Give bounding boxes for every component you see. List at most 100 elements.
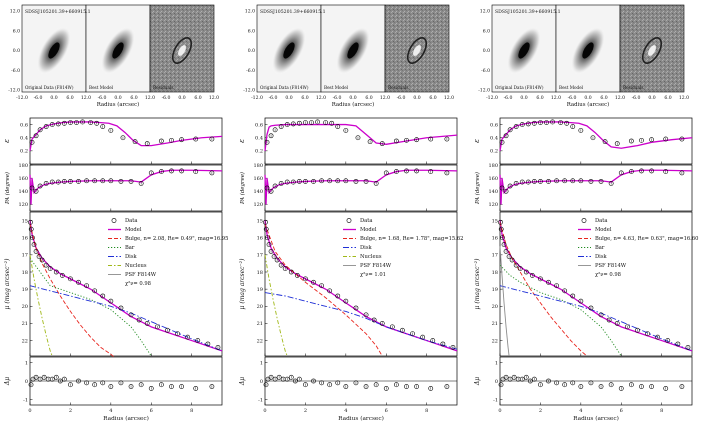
dmu-data-point — [41, 374, 47, 380]
e-data-point — [393, 138, 399, 144]
pa-data-point — [588, 179, 594, 184]
dmu-axis-label: Δμ — [4, 377, 11, 386]
image-x-tick: -6.0 — [397, 95, 406, 101]
mu-data-point — [353, 305, 359, 311]
mu-tick-label: 21 — [492, 321, 498, 327]
galaxy-id-label: SDSSJ105201.39+660915.1 — [495, 9, 561, 15]
e-data-point — [558, 120, 564, 125]
image-x-tick: 12.0 — [380, 95, 390, 101]
image-y-tick: -6.0 — [481, 68, 490, 74]
x-tick-label: 2 — [539, 408, 542, 414]
e-data-point — [323, 120, 329, 125]
dmu-data-point — [404, 384, 409, 389]
dmu-data-point — [428, 385, 434, 391]
mu-data-point — [84, 283, 89, 289]
dmu-axis-label: Δμ — [474, 377, 481, 386]
pa-data-point — [327, 178, 333, 184]
mu-data-point — [274, 257, 280, 263]
dmu-data-point — [284, 376, 290, 382]
pa-data-point — [290, 179, 296, 185]
mu-data-point — [578, 298, 584, 304]
e-axis-label: ε — [3, 139, 11, 143]
dmu-data-point — [588, 380, 594, 386]
e-data-point — [272, 127, 278, 133]
image-label: Residuals — [623, 85, 643, 90]
mu-data-point — [43, 262, 49, 268]
image-x-tick: 0.0 — [584, 95, 591, 101]
pa-data-point — [335, 178, 341, 184]
mu-data-point — [343, 298, 349, 304]
dmu-data-point — [578, 384, 584, 389]
pa-data-point — [598, 179, 604, 184]
image-x-tick: 6.0 — [365, 95, 372, 101]
residual-structure — [406, 37, 428, 64]
dmu-data-point — [383, 385, 389, 391]
image-x-tick: -6.0 — [632, 95, 641, 101]
x-tick-label: 8 — [190, 408, 193, 414]
mu-data-point — [498, 219, 503, 225]
e-data-point — [444, 136, 450, 142]
x-tick-label: 6 — [150, 408, 153, 414]
dmu-data-point — [28, 382, 34, 388]
legend-label: PSF F814W — [595, 263, 627, 269]
dmu-data-point — [268, 374, 274, 380]
image-y-tick: 0.0 — [13, 48, 20, 54]
mu-data-point — [400, 327, 405, 333]
image-frame — [619, 4, 685, 93]
pa-data-point — [608, 180, 614, 186]
dmu-data-point — [507, 376, 513, 382]
image-y-tick: -6.0 — [11, 68, 20, 74]
dmu-data-point — [327, 382, 333, 388]
pa-data-point — [100, 178, 106, 184]
mu-tick-label: 17 — [22, 253, 28, 259]
mu-tick-label: 21 — [22, 321, 28, 327]
image-y-tick: -12.0 — [243, 88, 255, 94]
dmu-tick-label: 0 — [25, 379, 28, 385]
mu-data-point — [100, 293, 106, 299]
e-data-point — [100, 124, 106, 129]
e-data-point — [414, 137, 419, 143]
legend-label: Data — [360, 218, 372, 224]
mu-data-point — [288, 269, 294, 275]
pa-data-point — [29, 185, 35, 191]
mu-tick-label: 16 — [492, 236, 498, 242]
x-tick-label: 2 — [69, 408, 72, 414]
image-y-tick: 12.0 — [480, 9, 490, 15]
e-data-point — [88, 120, 94, 125]
mu-data-point — [327, 288, 333, 294]
pa-data-point — [138, 180, 144, 186]
residual-structure — [641, 37, 663, 64]
dmu-data-point — [92, 382, 98, 388]
mu-data-point — [205, 341, 211, 347]
dmu-tick-label: 0 — [495, 379, 498, 385]
image-panel-model: Best Model — [85, 4, 151, 93]
mu-tick-label: 17 — [492, 253, 498, 259]
image-x-tick: 6.0 — [66, 95, 73, 101]
legend-label: Disk — [595, 254, 607, 260]
legend-label: Bulge, n= 1.68, Re= 1.78", mag=15.62 — [360, 236, 463, 242]
mu-data-point — [39, 257, 45, 263]
dmu-data-point — [138, 382, 144, 388]
mu-bar-line — [499, 264, 622, 357]
image-label: Best Model — [89, 85, 114, 90]
dmu-data-point — [148, 385, 154, 391]
pa-data-point — [179, 168, 184, 174]
pa-data-point — [296, 179, 302, 184]
mu-tick-label: 18 — [257, 270, 263, 276]
mu-psf-line — [499, 246, 510, 357]
e-model-line — [499, 121, 693, 151]
e-data-point — [564, 120, 570, 126]
pa-data-point — [49, 179, 55, 185]
mu-data-point — [598, 312, 604, 318]
e-data-point — [169, 137, 174, 143]
image-x-tick: -12.0 — [16, 95, 28, 101]
pa-data-point — [319, 178, 324, 184]
image-y-tick: -12.0 — [478, 88, 490, 94]
mu-data-point — [517, 266, 523, 271]
pa-data-point — [373, 180, 379, 186]
pa-data-point — [61, 179, 67, 184]
mu-data-point — [509, 257, 515, 263]
e-axis-label: ε — [473, 139, 481, 143]
dmu-data-point — [503, 374, 509, 380]
e-tick-label: 0.2 — [255, 149, 263, 155]
